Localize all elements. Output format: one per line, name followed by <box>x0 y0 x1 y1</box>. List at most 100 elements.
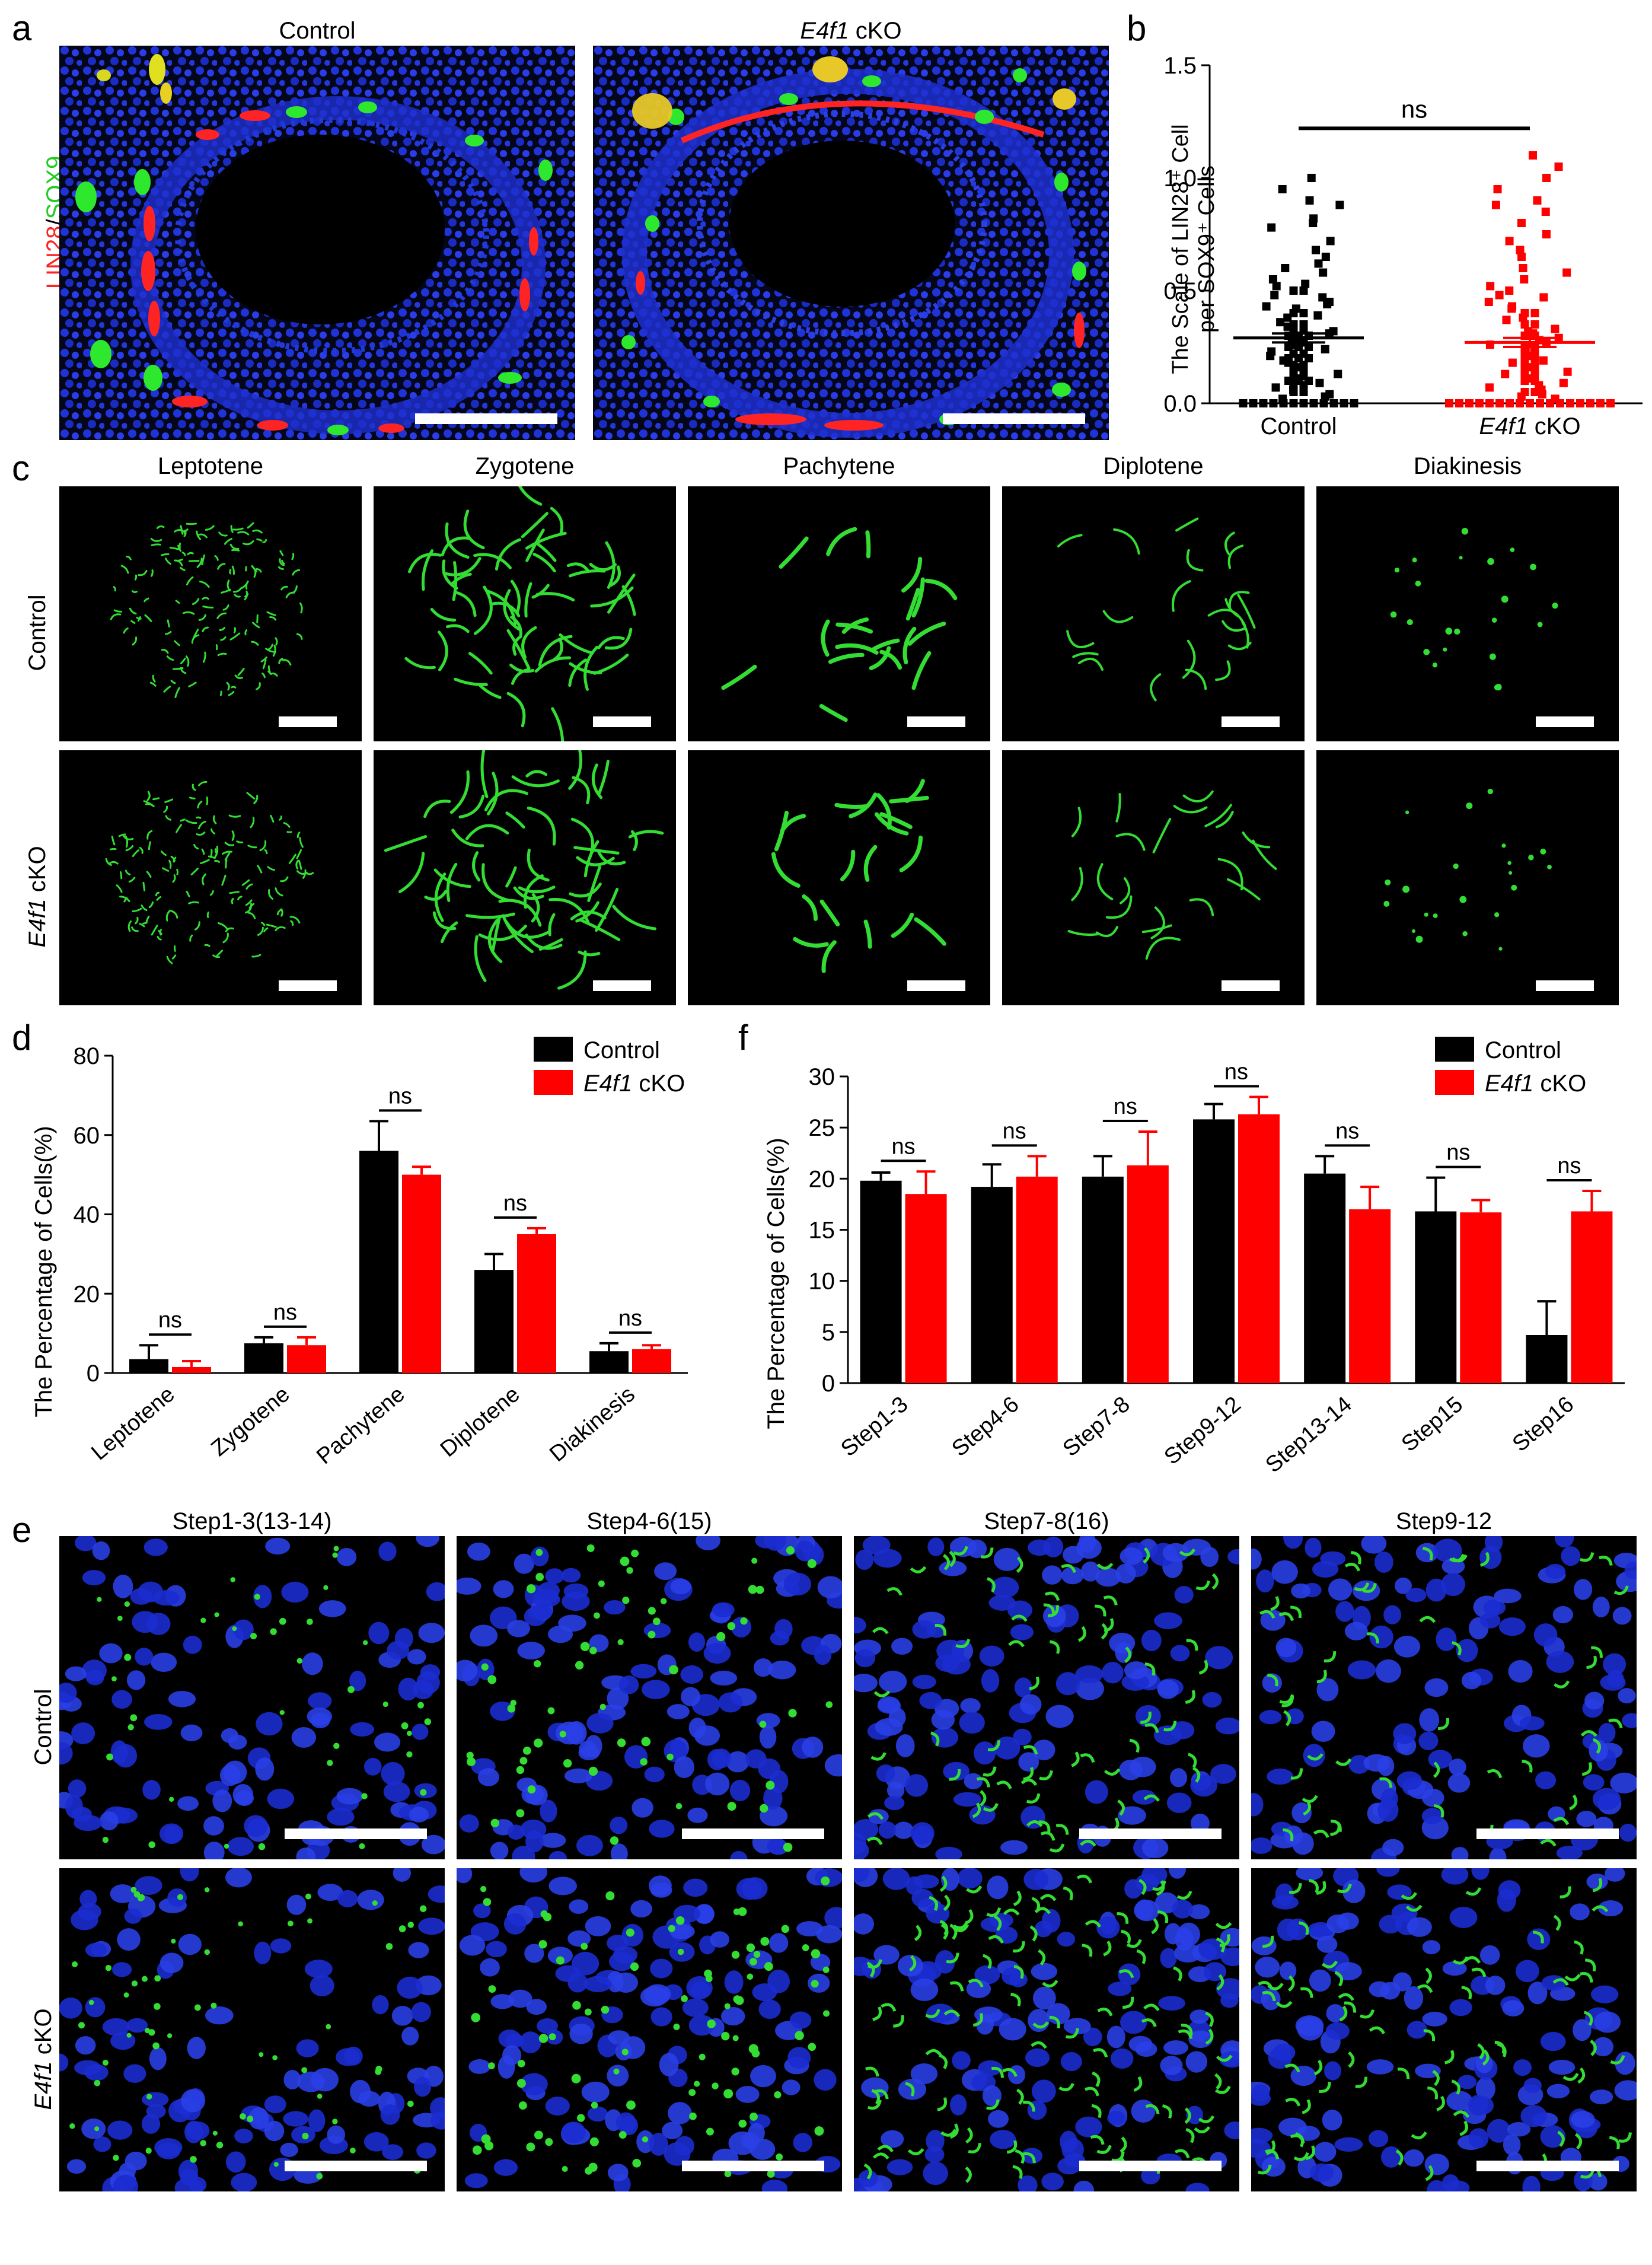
data-point <box>1551 324 1559 333</box>
acrosome-signal <box>534 1660 541 1668</box>
chromosome <box>628 830 664 839</box>
data-point <box>1309 399 1318 407</box>
data-point <box>1329 399 1338 407</box>
acrosome-signal <box>254 1594 260 1600</box>
nucleus <box>383 1781 410 1802</box>
acrosome-signal <box>986 2099 1000 2110</box>
chromosome <box>835 643 879 655</box>
acrosome-signal <box>1444 2050 1455 2065</box>
nucleus <box>1188 1904 1210 1919</box>
acrosome-signal <box>1401 1892 1417 1900</box>
nucleus <box>882 1868 910 1890</box>
nucleus <box>891 1638 913 1655</box>
acrosome-signal <box>893 2015 904 2028</box>
chromosome <box>534 656 572 673</box>
acrosome-signal <box>1580 1972 1593 1983</box>
chromosome <box>280 876 289 883</box>
scale-bar <box>682 2161 824 2171</box>
chromosome <box>187 552 194 556</box>
chromosome <box>208 855 216 859</box>
acrosome-signal <box>1302 2099 1311 2114</box>
nucleus <box>881 2130 904 2148</box>
data-point <box>1505 286 1514 295</box>
chromosome <box>130 620 136 624</box>
acrosome-signal <box>211 2002 217 2009</box>
section-1-cko <box>59 1868 445 2191</box>
nucleus <box>430 2097 445 2119</box>
nucleus <box>910 1978 939 2002</box>
acrosome-signal <box>240 2113 246 2120</box>
acrosome-signal <box>987 1740 1001 1751</box>
chromosome <box>570 910 607 920</box>
chromosome <box>234 674 243 679</box>
acrosome-signal <box>781 1925 790 1933</box>
chromosome <box>434 872 447 922</box>
acrosome-signal <box>807 1559 817 1568</box>
chromosome <box>190 867 199 875</box>
chromosome <box>263 927 269 932</box>
chromosome <box>222 850 233 855</box>
acrosome-signal <box>1464 1956 1481 1964</box>
bar <box>1127 1165 1169 1383</box>
nucleus <box>344 2046 363 2066</box>
chromosome <box>132 907 142 913</box>
chromosome <box>180 657 186 665</box>
acrosome-signal <box>1610 2055 1625 2065</box>
chromosome <box>125 845 134 852</box>
chromosome <box>222 604 229 611</box>
nucleus <box>291 1726 317 1748</box>
nucleus <box>987 1875 1009 1900</box>
bar <box>1349 1209 1391 1383</box>
nucleus <box>525 1830 544 1853</box>
nucleus <box>942 1654 971 1675</box>
nucleus <box>1279 1961 1297 1980</box>
chromosome <box>132 636 138 646</box>
acrosome-signal <box>867 1959 882 1969</box>
spread-image <box>404 486 636 741</box>
chromosome <box>256 614 259 623</box>
x-tick-label: Control <box>1261 413 1337 439</box>
data-point <box>1530 320 1539 329</box>
chromosome <box>257 865 263 874</box>
nucleus <box>265 1537 291 1555</box>
data-point <box>1506 399 1514 407</box>
section-image <box>854 1536 1239 1859</box>
acrosome-signal <box>230 1577 235 1582</box>
nucleus <box>382 2144 404 2160</box>
spread-image <box>1383 788 1552 951</box>
chromosome <box>229 632 241 641</box>
nucleus <box>203 1816 224 1836</box>
chromosome <box>186 576 194 586</box>
acrosome-signal <box>707 2019 716 2028</box>
acrosome-signal <box>1194 2126 1211 2133</box>
bar <box>589 1351 629 1373</box>
nucleus <box>644 1766 665 1783</box>
nucleus <box>953 1792 982 1807</box>
nucleus <box>421 1834 445 1855</box>
nucleus <box>327 1808 355 1826</box>
bar <box>517 1234 556 1373</box>
data-point <box>1529 151 1538 160</box>
acrosome-signal <box>867 1812 884 1820</box>
acrosome-signal <box>1008 1640 1025 1648</box>
spread-image <box>1390 527 1558 691</box>
chromosome <box>384 835 428 852</box>
chromosome <box>281 659 292 666</box>
x-tick-label: Step13-14 <box>1261 1392 1357 1478</box>
y-tick-label: 40 <box>74 1202 100 1228</box>
chromosome <box>255 568 262 573</box>
nucleus <box>1018 1752 1039 1772</box>
acrosome-signal <box>302 2133 309 2140</box>
nucleus <box>783 1572 812 1596</box>
spread-image <box>110 522 303 699</box>
chromosome <box>204 944 211 947</box>
acrosome-signal <box>1553 1817 1570 1826</box>
nucleus <box>227 1837 254 1856</box>
nucleus <box>1169 1768 1188 1788</box>
nucleus <box>154 2138 183 2157</box>
nucleus <box>710 1931 729 1948</box>
chromosome <box>224 850 231 861</box>
chromosome-dot <box>1510 547 1515 552</box>
chart-b: 0.0 0.5 1.0 1.5 ns Control E4f1 cKO <box>1127 36 1648 463</box>
acrosome-signal <box>909 1955 917 1972</box>
